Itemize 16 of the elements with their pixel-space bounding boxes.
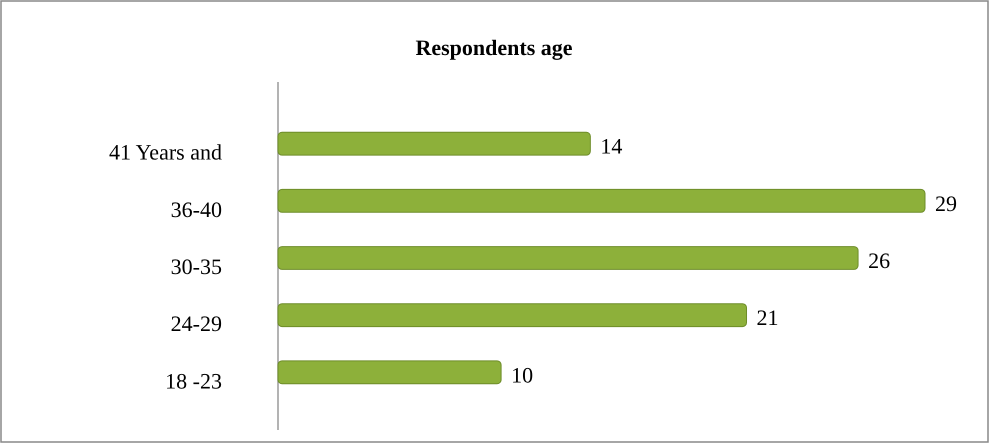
- data-label: 21: [756, 305, 779, 330]
- y-tick-label: 41 Years and: [108, 140, 222, 165]
- bar: [278, 246, 859, 270]
- y-tick-label: 30-35: [170, 254, 222, 279]
- bar: [278, 188, 926, 213]
- chart-title: Respondents age: [415, 35, 573, 60]
- y-tick-label: 18 -23: [165, 368, 222, 394]
- bar: [278, 303, 748, 328]
- data-label: 10: [511, 362, 534, 388]
- bar: [278, 132, 591, 156]
- y-tick-label: 24-29: [170, 311, 222, 336]
- y-tick-label: 36-40: [170, 196, 222, 222]
- data-label: 29: [935, 190, 957, 216]
- bar: [278, 360, 502, 384]
- data-label: 14: [600, 134, 622, 159]
- data-label: 26: [868, 248, 890, 273]
